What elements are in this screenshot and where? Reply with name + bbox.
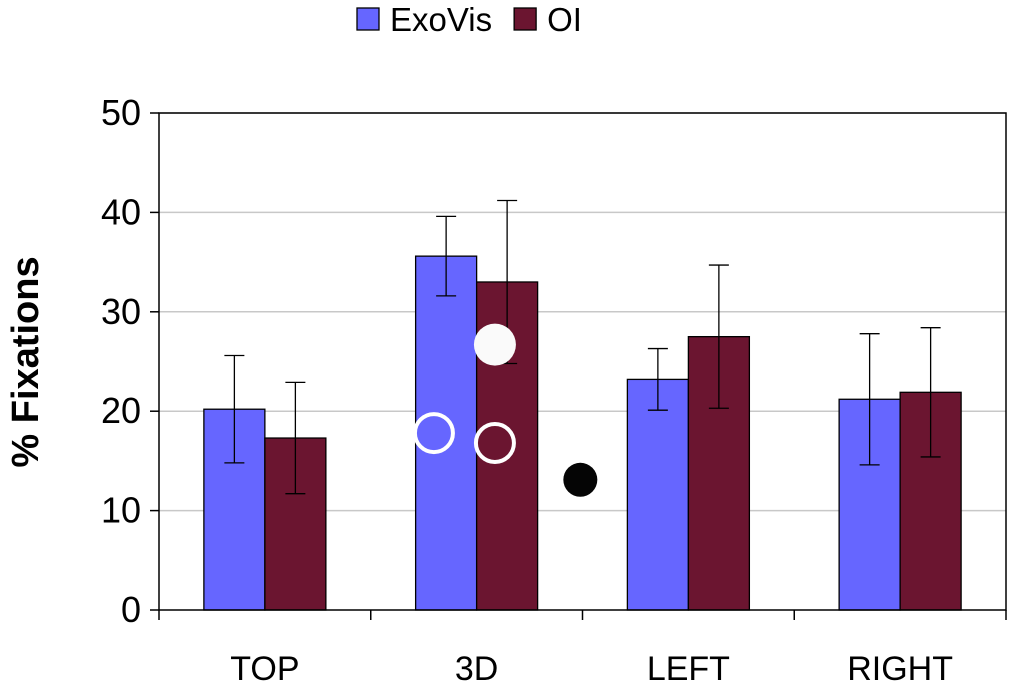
- bars: [203, 255, 962, 611]
- bar: [414, 255, 478, 611]
- legend-swatch: [513, 7, 537, 31]
- gaze-markers: [412, 323, 598, 497]
- axes: [150, 112, 1007, 620]
- gaze-marker: [473, 323, 516, 366]
- gaze-marker: [473, 422, 516, 465]
- y-tick-label: 30: [101, 291, 141, 332]
- error-bars: [224, 199, 941, 495]
- plot-frame: [158, 112, 1007, 611]
- y-tick-label: 10: [101, 490, 141, 531]
- legend-label: ExoVis: [390, 1, 492, 38]
- y-tick-label: 50: [101, 92, 141, 133]
- x-tick-label: TOP: [230, 650, 299, 688]
- y-tick-label: 20: [101, 390, 141, 431]
- gaze-marker: [412, 412, 455, 455]
- x-tick-label: 3D: [455, 650, 498, 688]
- legend-label: OI: [547, 1, 582, 38]
- x-tick-labels: TOP 3D LEFT RIGHT: [230, 650, 953, 688]
- y-tick-labels: 0 10 20 30 40 50: [101, 92, 141, 630]
- legend-swatch: [356, 7, 380, 31]
- legend: ExoVis OI: [356, 1, 582, 38]
- y-tick-label: 40: [101, 191, 141, 232]
- y-tick-label: 0: [121, 589, 141, 630]
- y-axis-title: % Fixations: [5, 256, 47, 467]
- x-tick-label: LEFT: [647, 650, 730, 688]
- bar: [626, 378, 690, 611]
- gaze-marker: [563, 462, 598, 497]
- x-tick-label: RIGHT: [847, 650, 953, 688]
